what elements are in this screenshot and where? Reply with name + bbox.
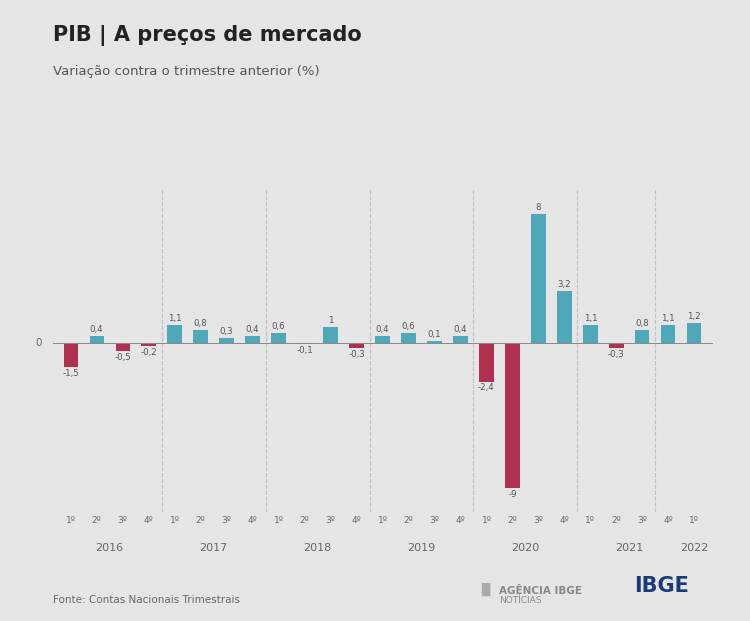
Bar [506,343,520,488]
Text: 0,4: 0,4 [246,325,259,334]
Bar [479,343,494,381]
Bar [142,343,156,346]
Bar [635,330,650,343]
Text: 2022: 2022 [680,543,709,553]
Bar [89,337,104,343]
Text: -0,3: -0,3 [608,350,625,358]
Text: 2021: 2021 [615,543,644,553]
Text: 1,1: 1,1 [584,314,597,323]
Bar [453,337,467,343]
Bar [557,291,572,343]
Bar [375,337,390,343]
Text: -0,5: -0,5 [114,353,131,362]
Text: 0,4: 0,4 [454,325,467,334]
Bar [687,324,701,343]
Text: 2016: 2016 [95,543,124,553]
Bar [64,343,78,367]
Text: 2017: 2017 [200,543,228,553]
Text: 2019: 2019 [407,543,436,553]
Text: 0,8: 0,8 [635,319,650,328]
Text: 0: 0 [35,338,42,348]
Text: -0,2: -0,2 [140,348,157,357]
Bar [401,333,416,343]
Bar [272,333,286,343]
Text: AGÊNCIA IBGE: AGÊNCIA IBGE [499,586,582,596]
Text: Fonte: Contas Nacionais Trimestrais: Fonte: Contas Nacionais Trimestrais [53,596,239,605]
Text: 0,4: 0,4 [90,325,104,334]
Text: 3,2: 3,2 [557,280,572,289]
Text: 1,1: 1,1 [168,314,182,323]
Bar [194,330,208,343]
Text: NOTÍCIAS: NOTÍCIAS [499,597,542,605]
Text: -9: -9 [509,490,517,499]
Bar [427,341,442,343]
Text: 8: 8 [536,202,542,212]
Bar [323,327,338,343]
Bar [584,325,598,343]
Text: 1,2: 1,2 [688,312,701,322]
Text: 1,1: 1,1 [662,314,675,323]
Text: 0,6: 0,6 [272,322,286,331]
Bar [662,325,676,343]
Bar [609,343,623,348]
Bar [167,325,182,343]
Text: 0,6: 0,6 [402,322,416,331]
Text: 2020: 2020 [512,543,539,553]
Bar [116,343,130,351]
Bar [298,343,312,345]
Text: Variação contra o trimestre anterior (%): Variação contra o trimestre anterior (%) [53,65,320,78]
Text: 0,8: 0,8 [194,319,208,328]
Text: 0,4: 0,4 [376,325,389,334]
Bar [245,337,260,343]
Text: -0,1: -0,1 [296,347,313,355]
Text: -2,4: -2,4 [478,384,495,392]
Text: ▐▌: ▐▌ [476,583,496,596]
Text: 1: 1 [328,315,333,325]
Text: 0,3: 0,3 [220,327,233,336]
Text: IBGE: IBGE [634,576,688,596]
Bar [531,214,545,343]
Text: 0,1: 0,1 [427,330,441,339]
Bar [350,343,364,348]
Text: 2018: 2018 [304,543,332,553]
Text: -1,5: -1,5 [62,369,79,378]
Bar [220,338,234,343]
Text: PIB | A preços de mercado: PIB | A preços de mercado [53,25,362,46]
Text: -0,3: -0,3 [348,350,365,358]
